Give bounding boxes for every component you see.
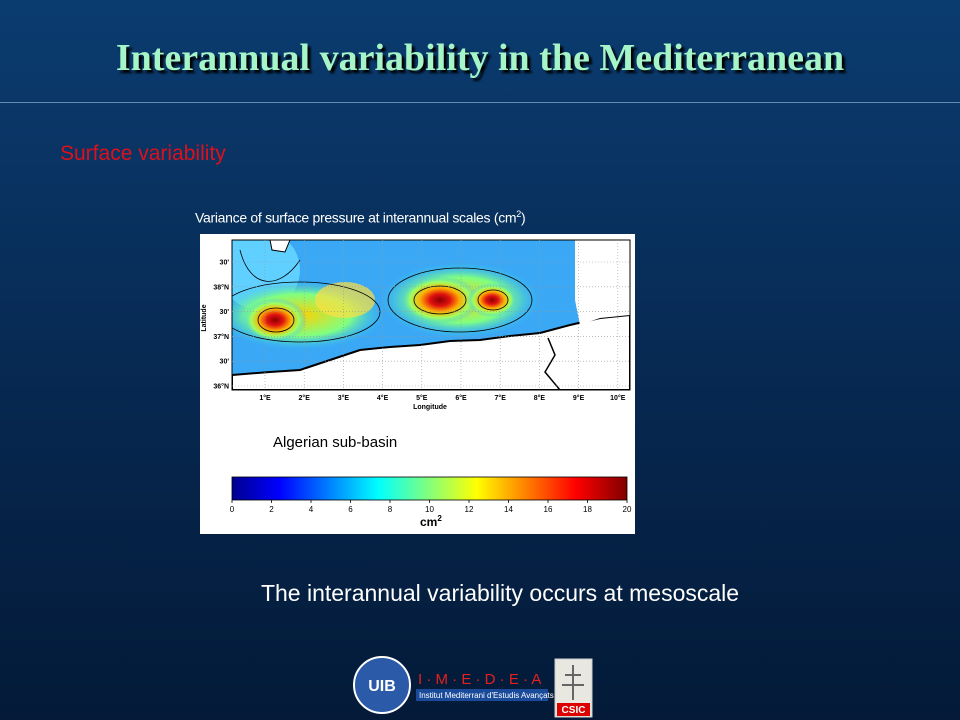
- x-tick-label: 5°E: [416, 394, 428, 402]
- x-tick-label: 8°E: [534, 394, 546, 402]
- csic-logo: CSIC: [562, 705, 586, 716]
- caption-sup: 2: [516, 209, 521, 219]
- title-rule: [0, 102, 960, 103]
- section-heading: Surface variability: [60, 142, 226, 165]
- map-frame: [231, 239, 631, 391]
- y-tick-label: 30': [220, 359, 230, 366]
- colorbar-tick-label: 0: [230, 505, 235, 514]
- x-tick-label: 1°E: [259, 394, 271, 402]
- y-tick-label: 36°N: [213, 383, 229, 391]
- x-tick-label: 3°E: [338, 394, 350, 402]
- colorbar-unit-text: cm: [420, 515, 437, 529]
- x-tick-label: 9°E: [573, 394, 585, 402]
- colorbar-tick-label: 10: [425, 505, 434, 514]
- x-tick-label: 6°E: [455, 394, 467, 402]
- conclusion: The interannual variability occurs at me…: [260, 580, 740, 606]
- colorbar-tick-label: 6: [348, 505, 353, 514]
- x-tick-label: 7°E: [495, 394, 507, 402]
- colorbar-tick-label: 14: [504, 505, 513, 514]
- imedea-logo: I · M · E · D · E · A: [418, 671, 541, 688]
- caption-text: Variance of surface pressure at interann…: [195, 209, 517, 226]
- colorbar-tick-label: 20: [623, 505, 632, 514]
- uib-logo: UIB: [368, 678, 396, 695]
- colorbar-tick-label: 12: [465, 505, 474, 514]
- colorbar-tick-label: 18: [583, 505, 592, 514]
- colorbar-unit-sup: 2: [437, 514, 442, 523]
- x-tick-label: 4°E: [377, 394, 389, 402]
- x-axis-label: Longitude: [413, 404, 447, 411]
- slide-title: Interannual variability in the Mediterra…: [115, 37, 845, 79]
- y-tick-label: 37°N: [213, 333, 229, 341]
- x-tick-label: 2°E: [299, 394, 311, 402]
- y-tick-label: 38°N: [213, 283, 229, 291]
- colorbar-unit: cm2: [420, 514, 442, 529]
- colorbar-tick-label: 4: [309, 505, 314, 514]
- y-axis-label: Latitude: [201, 304, 208, 331]
- figure-caption: Variance of surface pressure at interann…: [195, 209, 526, 226]
- y-tick-label: 30': [220, 260, 230, 267]
- y-tick-label: 30': [220, 309, 230, 316]
- imedea-subtitle: Institut Mediterrani d'Estudis Avançats: [419, 691, 554, 700]
- caption-end: ): [520, 209, 526, 226]
- region-label: Algerian sub-basin: [273, 434, 397, 451]
- colorbar-tick-label: 8: [388, 505, 393, 514]
- map: [232, 240, 630, 390]
- logos: UIB I · M · E · D · E · A Institut Medit…: [353, 656, 593, 718]
- x-tick-label: 10°E: [610, 394, 626, 402]
- colorbar-tick-label: 16: [544, 505, 553, 514]
- colorbar: [231, 476, 628, 501]
- colorbar-tick-label: 2: [269, 505, 274, 514]
